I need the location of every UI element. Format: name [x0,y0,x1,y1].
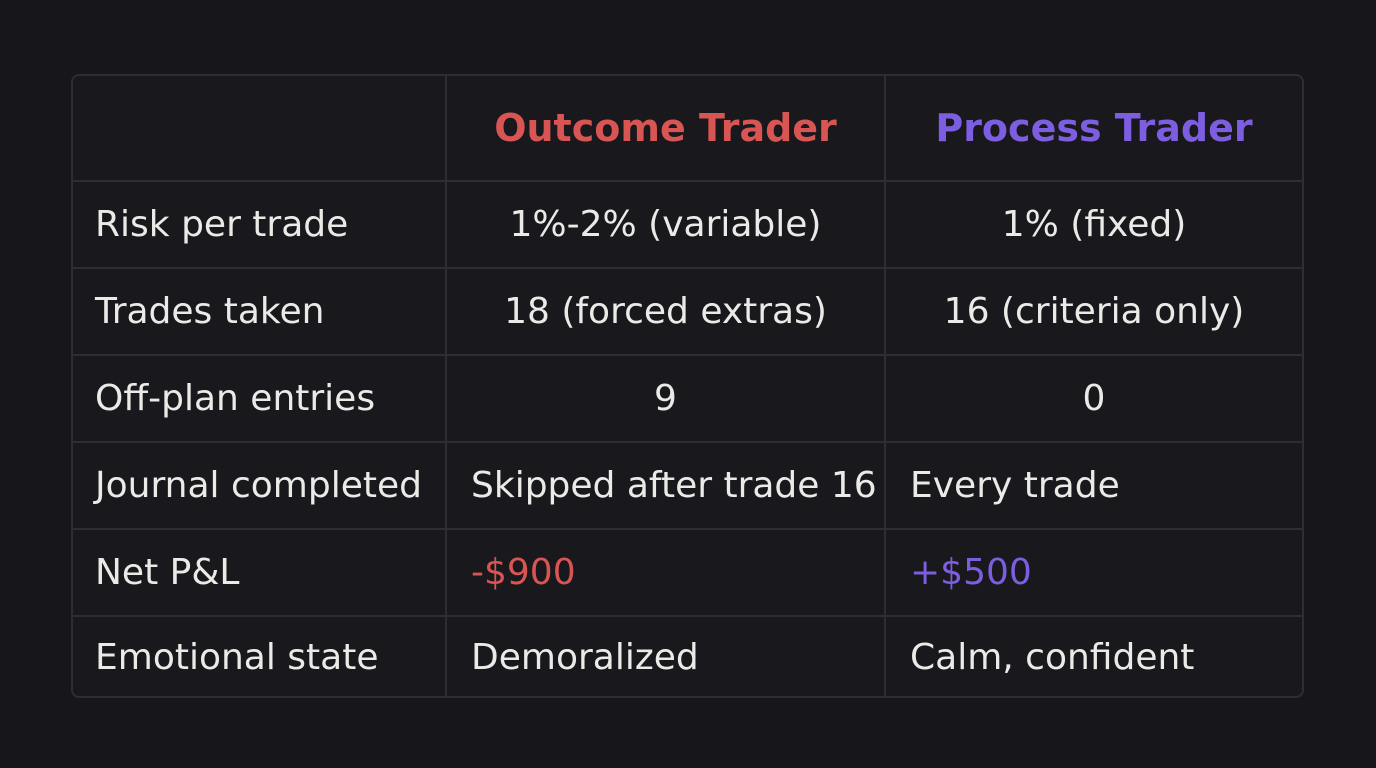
table-row: Net P&L -$900 +$500 [73,530,1302,617]
outcome-value: Demoralized [447,617,886,696]
row-label: Risk per trade [73,182,447,267]
header-outcome-trader: Outcome Trader [447,76,886,180]
row-label: Emotional state [73,617,447,696]
outcome-value: 18 (forced extras) [447,269,886,354]
process-pnl-value: +$500 [910,551,1032,593]
process-value: 16 (criteria only) [943,290,1245,332]
table-row: Journal completed Skipped after trade 16… [73,443,1302,530]
outcome-value: 9 [447,356,886,441]
process-value: 1% (fixed) [1001,203,1187,245]
table-row: Emotional state Demoralized Calm, confid… [73,617,1302,696]
outcome-value: Skipped after trade 16 [447,443,886,528]
header-empty-cell [73,76,447,180]
table-row: Off-plan entries 9 0 [73,356,1302,443]
process-value: 0 [1082,377,1106,419]
outcome-pnl-value: -$900 [447,530,886,615]
table-row: Trades taken 18 (forced extras) 16 (crit… [73,269,1302,356]
row-label: Trades taken [73,269,447,354]
outcome-value: 1%-2% (variable) [447,182,886,267]
process-value: Calm, confident [910,636,1195,678]
row-label: Off-plan entries [73,356,447,441]
row-label: Journal completed [73,443,447,528]
header-process-trader: Process Trader [935,106,1253,150]
row-label: Net P&L [73,530,447,615]
process-value: Every trade [910,464,1120,506]
table-header-row: Outcome Trader Process Trader [73,76,1302,182]
table-row: Risk per trade 1%-2% (variable) 1% (fixe… [73,182,1302,269]
comparison-table: Outcome Trader Process Trader Risk per t… [71,74,1304,698]
